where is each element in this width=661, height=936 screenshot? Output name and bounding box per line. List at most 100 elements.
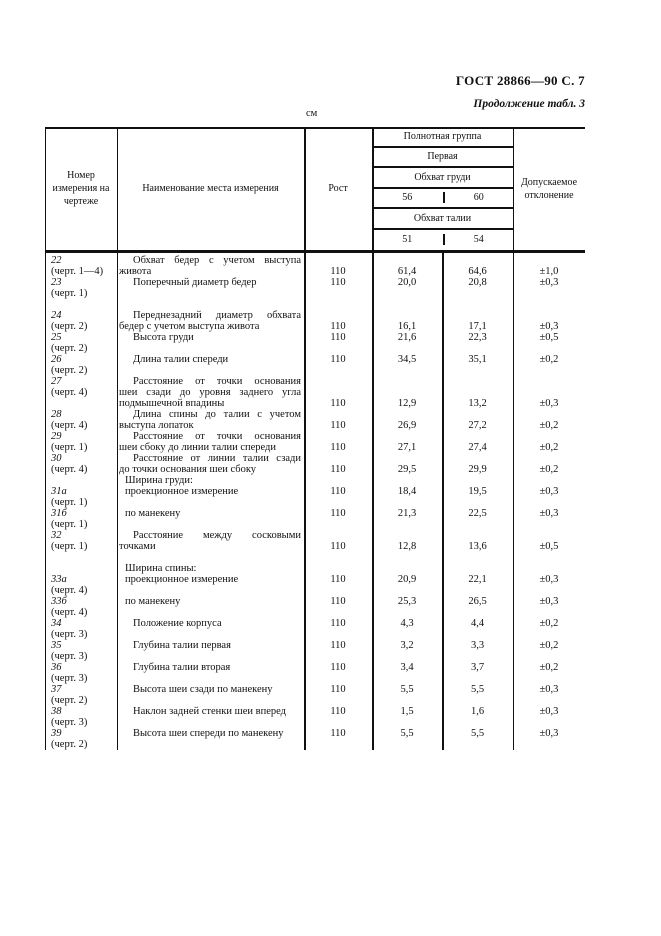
cell-deviation-value	[513, 695, 585, 706]
waist-girth-cell: Обхват талии	[372, 209, 513, 230]
cell-size56-value	[372, 288, 442, 299]
cell-size60-value	[442, 739, 513, 750]
table-row-line: (черт. 3)	[45, 629, 585, 640]
table-row-line: (черт. 2)	[45, 695, 585, 706]
cell-size60-value	[442, 695, 513, 706]
cell-size60-value: 3,7	[470, 662, 485, 673]
cell-size60-value: 13,6	[468, 541, 487, 552]
cell-drawing-number: (черт. 2)	[51, 321, 88, 332]
cell-height-value	[304, 673, 372, 684]
cell-size56-value: 27,1	[397, 442, 417, 453]
cell-deviation-value	[513, 497, 585, 508]
cell-deviation-value	[513, 739, 585, 750]
cell-size56-value	[372, 475, 442, 486]
table-row-line: 22 Обхват бедер с учетом выступа	[45, 255, 585, 266]
header-bottom-rule	[45, 250, 585, 253]
cell-height-value	[304, 475, 372, 486]
cell-measurement-name: Поперечный диаметр бедер	[133, 277, 257, 288]
cell-measurement-name: бедер с учетом выступа живота	[119, 321, 260, 332]
cell-height-value: 110	[330, 442, 346, 453]
cell-drawing-number: (черт. 2)	[51, 343, 88, 354]
cell-height-value: 110	[330, 618, 346, 629]
cell-deviation-value	[513, 563, 585, 574]
cell-height-value	[304, 431, 372, 442]
cell-size56-value: 20,9	[397, 574, 417, 585]
cell-measurement-name: Высота шеи спереди по манекену	[133, 728, 284, 739]
cell-height-value: 110	[330, 277, 346, 288]
cell-height-value	[304, 695, 372, 706]
cell-deviation-value	[513, 453, 585, 464]
cell-size60-value: 29,9	[468, 464, 487, 475]
cell-deviation-value: ±0,5	[539, 541, 559, 552]
cell-size60-value	[442, 376, 513, 387]
header-cell-height: Рост	[328, 183, 348, 194]
cell-drawing-number: 31б	[51, 508, 67, 519]
cell-size56-value	[372, 530, 442, 541]
cell-measurement-name	[117, 519, 304, 530]
cell-deviation-value: ±0,3	[539, 684, 559, 695]
cell-height-value: 110	[330, 508, 346, 519]
cell-deviation-value: ±0,3	[539, 728, 559, 739]
header-cell-name: Наименование места измерения	[142, 183, 279, 194]
cell-size60-value	[442, 497, 513, 508]
cell-height-value: 110	[330, 541, 346, 552]
table-row-line: (черт. 1)	[45, 497, 585, 508]
cell-measurement-name: Длина спины до талии с учетом	[133, 409, 301, 420]
cell-measurement-name: проекционное измерение	[125, 486, 239, 497]
cell-deviation-value: ±0,3	[539, 398, 559, 409]
table-row-line	[45, 552, 585, 563]
cell-size60-value	[442, 387, 513, 398]
cell-drawing-number: (черт. 1)	[51, 541, 88, 552]
cell-measurement-name: Положение корпуса	[133, 618, 222, 629]
cell-deviation-value: ±0,2	[539, 420, 559, 431]
cell-deviation-value: ±0,2	[539, 618, 559, 629]
cell-drawing-number: 24	[51, 310, 62, 321]
cell-size56-value	[372, 563, 442, 574]
header-cell-deviation: Допускаемое отклонение	[520, 176, 578, 201]
cell-measurement-name	[117, 673, 304, 684]
cell-drawing-number: 32	[51, 530, 62, 541]
fullness-group-block: Полнотная группа Первая Обхват груди 56 …	[372, 127, 513, 250]
cell-size56-value	[372, 497, 442, 508]
cell-size60-value	[442, 530, 513, 541]
table-row-line: 34 Положение корпуса 110 4,3 4,4 ±0,2	[45, 618, 585, 629]
cell-drawing-number: (черт. 1)	[51, 442, 88, 453]
cell-size60-value	[442, 453, 513, 464]
cell-size56-value: 25,3	[397, 596, 417, 607]
cell-height-value: 110	[330, 398, 346, 409]
cell-drawing-number: 33а	[51, 574, 67, 585]
cell-deviation-value	[513, 673, 585, 684]
cell-deviation-value: ±0,3	[539, 486, 559, 497]
cell-measurement-name: Расстояние от линии талии сзади	[133, 453, 301, 464]
cell-drawing-number: (черт. 4)	[51, 420, 88, 431]
cell-size60-value	[442, 552, 513, 563]
table-row-line: 29 Расстояние от точки основания	[45, 431, 585, 442]
table-top-border	[45, 127, 585, 129]
cell-measurement-name: Высота шеи сзади по манекену	[133, 684, 273, 695]
cell-size56-value	[372, 343, 442, 354]
cell-measurement-name	[117, 288, 304, 299]
table-row-line: Ширина груди:	[45, 475, 585, 486]
cell-deviation-value	[513, 607, 585, 618]
cell-height-value	[304, 365, 372, 376]
table-row-line: 32 Расстояние между сосковыми	[45, 530, 585, 541]
cell-measurement-name	[117, 497, 304, 508]
cell-size56-value	[372, 519, 442, 530]
cell-size60-value: 22,3	[468, 332, 487, 343]
cell-size60-value: 27,2	[468, 420, 487, 431]
cell-drawing-number: 25	[51, 332, 62, 343]
cell-drawing-number: (черт. 1—4)	[51, 266, 104, 277]
table-row-line: Ширина спины:	[45, 563, 585, 574]
cell-deviation-value	[513, 552, 585, 563]
cell-size60-value	[442, 607, 513, 618]
table-row-line: 26 Длина талии спереди 110 34,5 35,1 ±0,2	[45, 354, 585, 365]
cell-drawing-number: (черт. 4)	[51, 387, 88, 398]
measurements-table: Номер измерения на чертеже Наименование …	[45, 127, 585, 750]
cell-measurement-name: Переднезадний диаметр обхвата	[133, 310, 301, 321]
cell-height-value	[304, 651, 372, 662]
cell-height-value: 110	[330, 464, 346, 475]
cell-size60-value: 22,1	[468, 574, 487, 585]
table-row-line: подмышечной впадины 110 12,9 13,2 ±0,3	[45, 398, 585, 409]
fullness-value-cell: Первая	[372, 148, 513, 168]
table-row-line: 27 Расстояние от точки основания	[45, 376, 585, 387]
